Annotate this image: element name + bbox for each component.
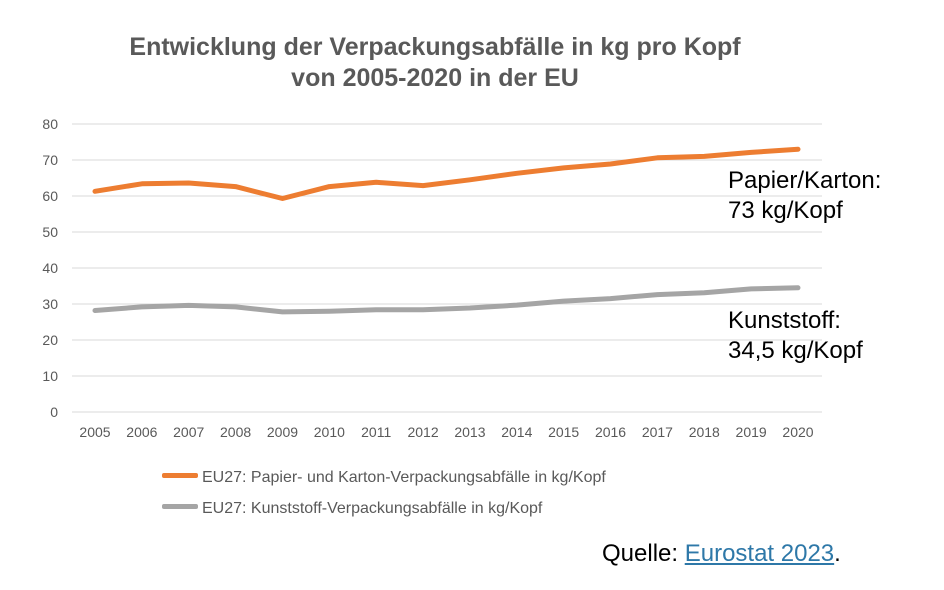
chart-series [92, 146, 801, 315]
chart-title: Entwicklung der Verpackungsabfälle in kg… [0, 32, 870, 94]
y-tick-label: 80 [42, 116, 58, 132]
series-line-paper [92, 146, 801, 201]
x-axis-ticks: 2005 2006 2007 2008 2009 2010 2011 2012 2013 2014… [79, 424, 813, 440]
x-tick-label: 2013 [454, 424, 485, 440]
y-tick-label: 70 [42, 152, 58, 168]
annotation-plastic: Kunststoff: 34,5 kg/Kopf [728, 306, 863, 366]
y-tick-label: 0 [50, 404, 58, 420]
legend-swatch-plastic [162, 504, 198, 510]
legend-swatch-paper [162, 473, 198, 479]
legend-item-paper: EU27: Papier- und Karton-Verpackungsabfä… [162, 469, 606, 487]
series-line-plastic [92, 285, 801, 315]
x-tick-label: 2006 [126, 424, 157, 440]
y-tick-label: 40 [42, 260, 58, 276]
legend-label-paper: EU27: Papier- und Karton-Verpackungsabfä… [202, 469, 606, 486]
x-tick-label: 2008 [220, 424, 251, 440]
x-tick-label: 2011 [361, 424, 391, 440]
source-note: Quelle: Eurostat 2023. [602, 540, 841, 568]
y-tick-label: 20 [42, 332, 58, 348]
annotation-paper-value: 73 kg/Kopf [728, 197, 843, 224]
x-tick-label: 2012 [407, 424, 438, 440]
legend-label-plastic: EU27: Kunststoff-Verpackungsabfälle in k… [202, 500, 543, 517]
chart-gridlines [72, 123, 822, 413]
y-tick-label: 60 [42, 188, 58, 204]
x-tick-label: 2019 [736, 424, 767, 440]
y-tick-label: 30 [42, 296, 58, 312]
x-tick-label: 2018 [689, 424, 720, 440]
annotation-paper-label: Papier/Karton: [728, 167, 882, 194]
x-tick-label: 2014 [501, 424, 532, 440]
chart-title-line2: von 2005-2020 in der EU [291, 64, 579, 92]
chart-title-line1: Entwicklung der Verpackungsabfälle in kg… [129, 33, 741, 61]
source-prefix: Quelle: [602, 540, 685, 567]
y-tick-label: 10 [42, 368, 58, 384]
annotation-paper: Papier/Karton: 73 kg/Kopf [728, 166, 881, 226]
x-tick-label: 2010 [314, 424, 345, 440]
x-tick-label: 2007 [173, 424, 204, 440]
x-tick-label: 2017 [642, 424, 673, 440]
source-link[interactable]: Eurostat 2023 [684, 540, 835, 567]
source-suffix: . [834, 540, 841, 567]
x-tick-label: 2015 [548, 424, 579, 440]
y-axis-ticks: 0 10 20 30 40 50 60 70 80 [42, 116, 58, 420]
y-tick-label: 50 [42, 224, 58, 240]
annotation-plastic-value: 34,5 kg/Kopf [728, 337, 863, 364]
x-tick-label: 2009 [267, 424, 298, 440]
x-tick-label: 2020 [782, 424, 813, 440]
legend-item-plastic: EU27: Kunststoff-Verpackungsabfälle in k… [162, 500, 542, 518]
x-tick-label: 2016 [595, 424, 626, 440]
annotation-plastic-label: Kunststoff: [728, 307, 841, 334]
x-tick-label: 2005 [79, 424, 110, 440]
